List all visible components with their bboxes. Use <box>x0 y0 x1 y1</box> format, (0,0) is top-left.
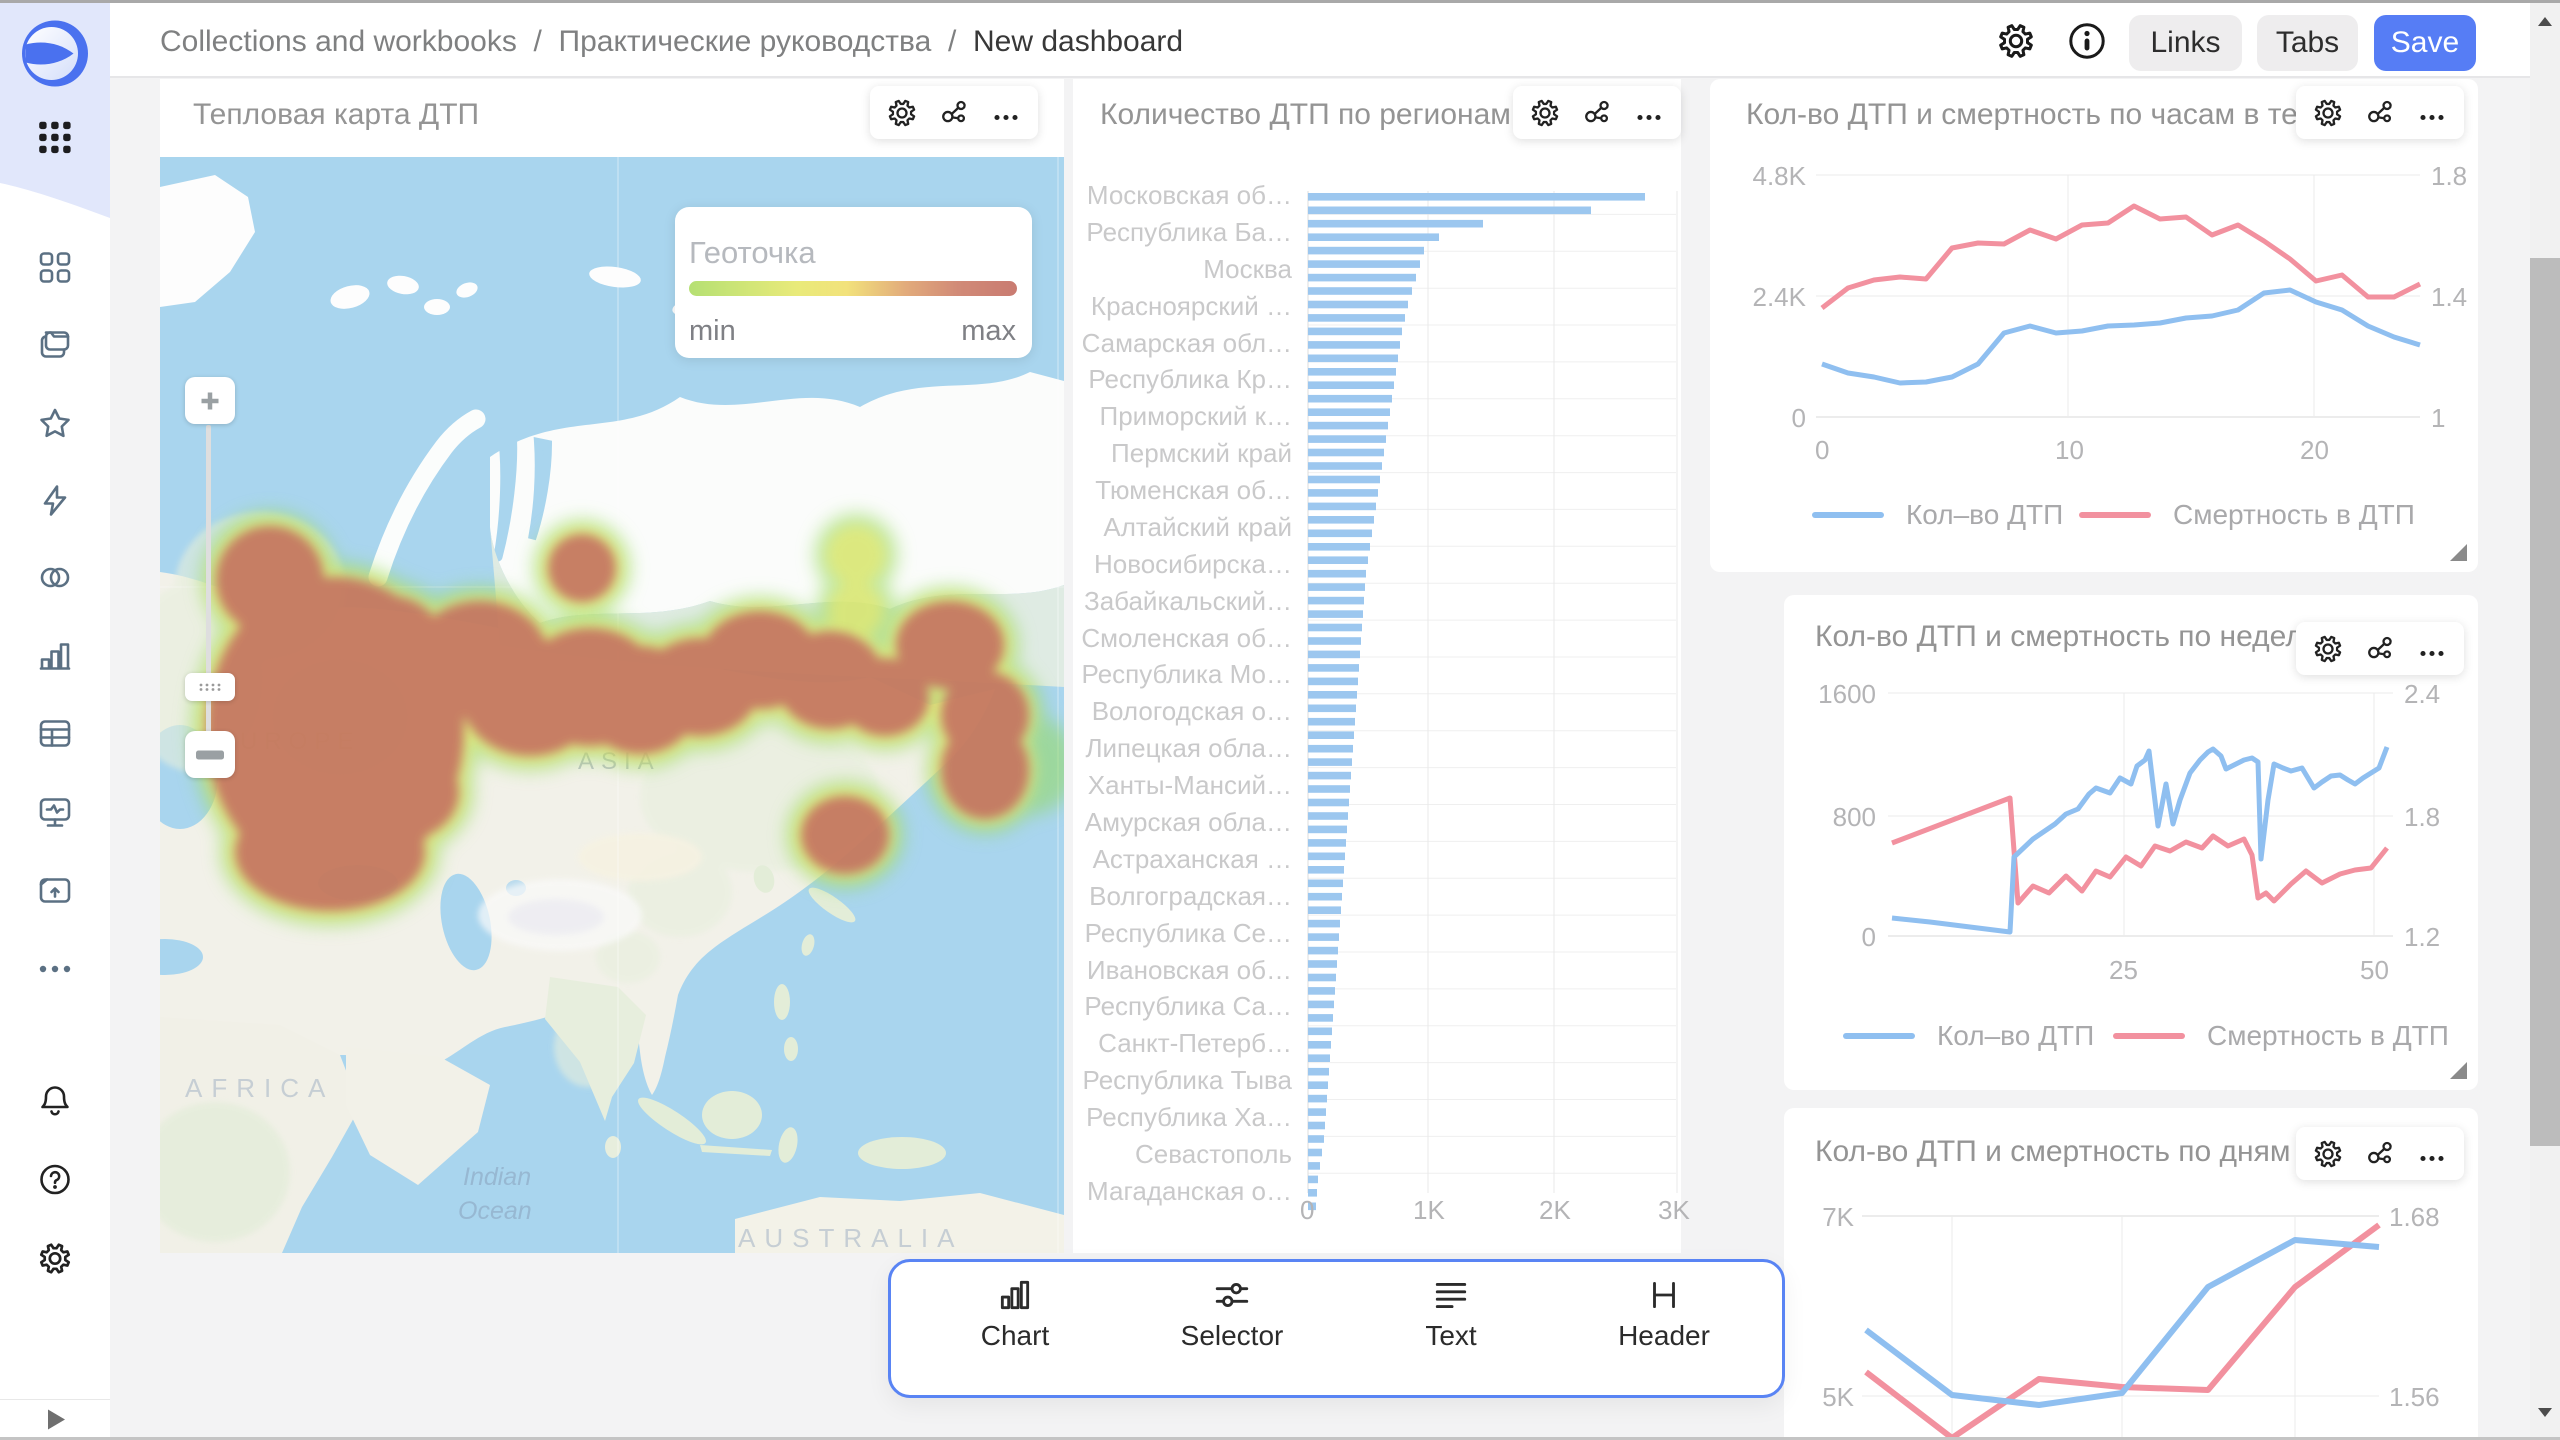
svg-text:Indian: Indian <box>463 1163 531 1191</box>
svg-text:AFRICA: AFRICA <box>185 1073 334 1103</box>
svg-text:AUSTRALIA: AUSTRALIA <box>738 1223 964 1253</box>
svg-text:Ocean: Ocean <box>458 1197 532 1225</box>
